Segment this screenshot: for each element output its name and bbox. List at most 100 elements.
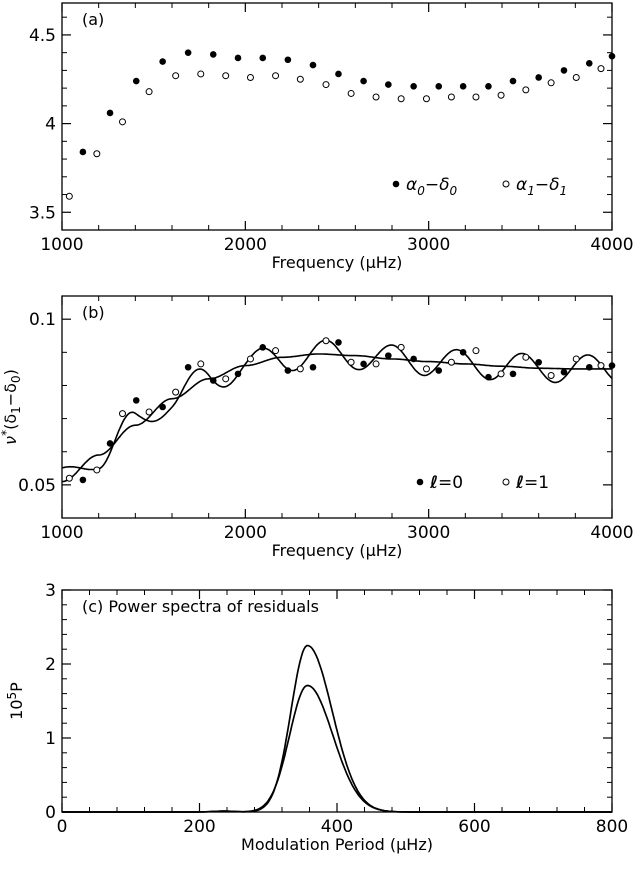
panel-a-open-point: [172, 72, 180, 80]
panel-a-open-point: [119, 118, 126, 126]
panel-b-filled-point: [79, 476, 87, 484]
panel-a-filled-point: [509, 77, 517, 85]
panel-c-spectrum-line-0: [62, 644, 612, 813]
panel-a-filled-point: [132, 77, 140, 85]
panel-b-open-point: [497, 370, 505, 378]
panel-a-legend-marker-filled: [392, 180, 400, 188]
ylabel-nu: ν: [1, 436, 20, 445]
ylabel-exp: 5: [5, 692, 19, 700]
panel-b-open-point: [65, 474, 73, 482]
panel-b-filled-point: [284, 367, 292, 374]
panel-a-xtick-label: 4000: [590, 235, 633, 255]
panel-a-ytick-label: 3.5: [29, 203, 56, 223]
panel-b-smooth-curve: [61, 353, 612, 483]
panel-a-open-point: [197, 70, 205, 78]
panel-a-open-point: [65, 192, 73, 200]
panel-a-xtick-label: 2000: [224, 235, 267, 255]
panel-b-open-point: [447, 358, 455, 366]
panel-b-filled-point: [435, 367, 443, 374]
panel-b-open-point: [547, 372, 555, 380]
panel-b-filled-point: [459, 349, 467, 356]
panel-a-open-point: [547, 79, 555, 87]
panel-b-legend-label-0: ℓ=0: [429, 473, 463, 493]
ylabel-minus: −δ: [1, 383, 20, 406]
panel-b-filled-point: [410, 355, 417, 363]
panel-b-filled-point: [509, 370, 517, 378]
panel-a-open-point: [246, 73, 254, 81]
panel-a-filled-point: [459, 83, 467, 90]
panel-a-open-point: [522, 86, 530, 94]
legend-ell: ℓ: [515, 473, 524, 493]
panel-a-frame: [61, 2, 613, 231]
panel-a-open-point: [145, 88, 153, 96]
panel-b-open-point: [472, 347, 480, 355]
panel-a-filled-point: [79, 148, 87, 156]
panel-c: 0 200 400 600 800 0 1 2 3 Modulation Period (μHz)…: [5, 581, 628, 854]
legend-eq: =1: [524, 473, 549, 493]
panel-a-legend-label-0: α0−δ0: [406, 175, 458, 198]
panel-a-open-point: [422, 95, 430, 103]
panel-b-legend-label-1: ℓ=1: [515, 473, 549, 493]
panel-b-filled-point: [585, 363, 593, 371]
panel-b-filled-point: [132, 397, 140, 404]
panel-b-open-point: [597, 362, 605, 370]
panel-b-xtick-label: 2000: [224, 523, 267, 543]
panel-c-panel-label: (c) Power spectra of residuals: [82, 597, 319, 616]
panel-b-open-point: [272, 347, 280, 355]
panel-a-open-point: [397, 95, 405, 103]
panel-c-xtick-label: 0: [57, 817, 68, 837]
legend-delta: −δ: [535, 175, 560, 195]
panel-b-open-point: [145, 408, 153, 416]
panel-c-xtick-label: 600: [458, 817, 490, 837]
panel-c-frame: [61, 589, 613, 813]
panel-b-xtick-label: 4000: [590, 523, 633, 543]
panel-c-xlabel: Modulation Period (μHz): [241, 835, 433, 854]
panel-b-filled-point: [106, 440, 114, 447]
panel-b-xlabel: Frequency (μHz): [272, 541, 403, 560]
panel-b: 1000 2000 3000 4000 0.05 0.1 Frequency (μHz) (b…: [0, 295, 634, 560]
ylabel-sup: *: [0, 430, 13, 436]
panel-a-filled-point: [560, 67, 568, 74]
panel-a-xlabel: Frequency (μHz): [272, 253, 403, 272]
panel-b-open-point: [197, 360, 205, 368]
panel-b-filled-point: [159, 403, 166, 411]
panel-c-xtick-label: 400: [321, 817, 353, 837]
legend-sub: 0: [417, 184, 425, 198]
panel-b-legend-marker-filled: [416, 478, 424, 486]
panel-b-filled-point: [335, 339, 342, 346]
panel-a-filled-point: [106, 109, 114, 117]
panel-b-open-point: [222, 375, 230, 383]
panel-a-xtick-label: 3000: [407, 235, 450, 255]
panel-a-open-point: [497, 91, 505, 99]
panel-a-ytick-label: 4.5: [29, 26, 56, 46]
panel-b-oscillating-curve: [61, 339, 613, 471]
ylabel-close: ): [1, 369, 20, 375]
panel-b-open-point: [347, 358, 355, 366]
ylabel-ten: 10: [7, 699, 26, 719]
panel-a-ytick-label: 4: [45, 115, 56, 135]
panel-a-filled-point: [410, 83, 417, 90]
panel-a-open-point: [472, 93, 480, 101]
panel-b-open-point: [246, 355, 254, 363]
panel-a-filled-point: [234, 54, 242, 62]
panel-c-spectrum-line-1: [62, 684, 612, 813]
ylabel-sub: 0: [9, 375, 23, 383]
panel-b-filled-point: [535, 358, 542, 366]
legend-delta: −δ: [425, 175, 450, 195]
panel-a-panel-label: (a): [82, 10, 104, 29]
panel-b-open-point: [572, 355, 580, 363]
panel-b-frame: [61, 295, 613, 519]
panel-b-open-point: [119, 410, 126, 418]
panel-a-filled-point: [435, 83, 443, 90]
panel-b-ylabel: ν*(δ1−δ0): [0, 369, 23, 445]
panel-b-filled-point: [560, 368, 568, 376]
panel-a-xtick-label: 1000: [40, 235, 83, 255]
panel-c-ytick-label: 3: [45, 581, 56, 601]
panel-a-open-point: [572, 73, 580, 81]
panel-b-filled-point: [608, 362, 616, 369]
ylabel-open: (δ: [1, 414, 20, 430]
panel-a-filled-point: [608, 52, 616, 60]
panel-b-filled-point: [234, 370, 242, 378]
panel-c-ylabel: 105P: [5, 682, 26, 720]
panel-c-ytick-label: 2: [45, 655, 56, 675]
